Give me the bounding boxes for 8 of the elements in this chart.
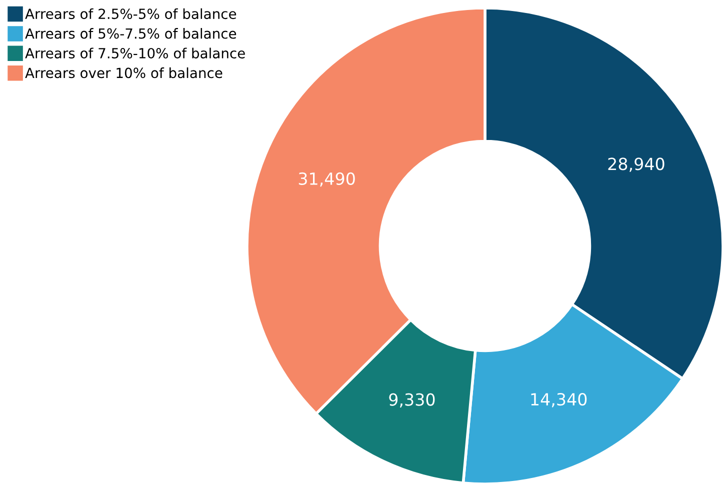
data-label: 31,490 [298, 172, 355, 187]
data-label: 28,940 [608, 158, 664, 172]
data-label: 9,330 [389, 393, 435, 408]
legend-label: Arrears over 10% of balance [25, 67, 222, 78]
legend-label: Arrears of 2.5%-5% of balance [25, 8, 236, 20]
legend-label: Arrears of 5%-7.5% of balance [25, 28, 236, 39]
data-label: 14,340 [531, 392, 587, 408]
legend-label: Arrears of 7.5%-10% of balance [25, 48, 245, 58]
